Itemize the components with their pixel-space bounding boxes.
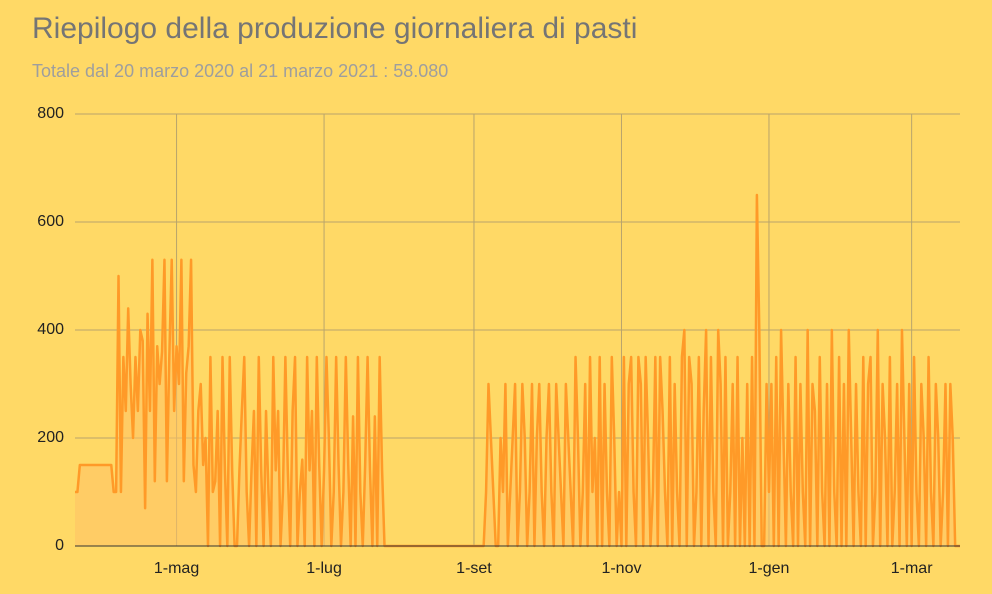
x-tick-label: 1-nov <box>601 560 641 577</box>
x-tick-label: 1-mag <box>154 560 199 577</box>
x-tick-label: 1-set <box>456 560 492 577</box>
y-tick-label: 0 <box>55 537 64 554</box>
x-tick-label: 1-lug <box>306 560 342 577</box>
chart-subtitle: Totale dal 20 marzo 2020 al 21 marzo 202… <box>32 61 448 81</box>
chart-title: Riepilogo della produzione giornaliera d… <box>32 12 637 45</box>
x-tick-label: 1-gen <box>749 560 790 577</box>
y-tick-label: 400 <box>37 321 64 338</box>
y-tick-label: 200 <box>37 429 64 446</box>
x-tick-label: 1-mar <box>891 560 933 577</box>
y-tick-label: 800 <box>37 105 64 122</box>
y-tick-label: 600 <box>37 213 64 230</box>
